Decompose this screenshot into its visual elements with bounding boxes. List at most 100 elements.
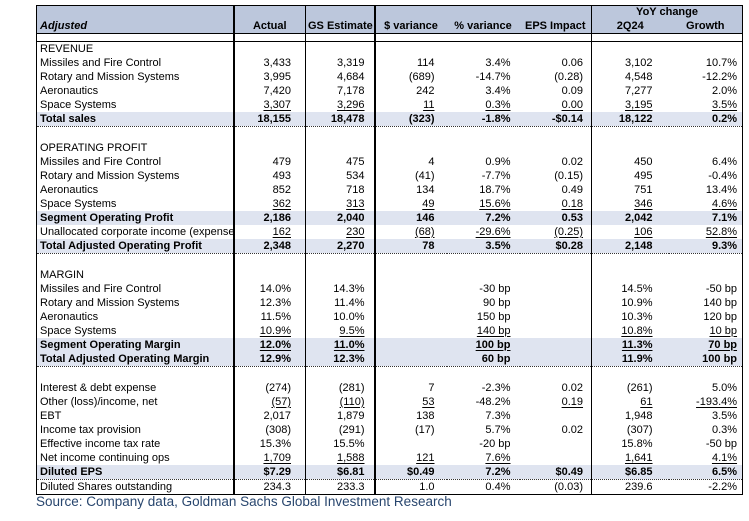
value-cell	[520, 254, 592, 269]
row-label: Interest & debt expense	[40, 381, 157, 394]
value-cell: -30 bp	[479, 282, 511, 295]
spacer-row	[37, 253, 743, 269]
value-cell: (323)	[373, 112, 447, 127]
value-cell: 150 bp	[476, 310, 511, 323]
value-cell: 140 bp	[476, 324, 511, 337]
value-cell: 852	[232, 183, 306, 197]
value-cell	[520, 127, 592, 142]
value-cell: 313	[305, 197, 375, 211]
value-cell: -29.6%	[475, 225, 511, 238]
value-cell: 2,042	[591, 211, 669, 225]
value-cell: 162	[232, 225, 306, 239]
value-cell	[520, 451, 592, 465]
value-cell	[232, 268, 306, 282]
gap-cell	[373, 33, 447, 42]
value-cell: -2.3%	[481, 381, 511, 394]
row-label	[37, 254, 234, 269]
value-cell	[373, 126, 447, 141]
value-cell	[232, 253, 306, 268]
value-cell: 90 bp	[482, 296, 511, 309]
value-cell: 3.5%	[711, 409, 738, 422]
value-cell: 7	[373, 381, 447, 395]
value-cell	[447, 42, 520, 57]
value-cell: -$0.14	[519, 112, 592, 127]
value-cell	[520, 296, 592, 310]
table-row: Missiles and Fire Control 14.0% 14.3% -30 b…	[37, 282, 743, 296]
table-row: Diluted EPS $7.29 $6.81 $0.49 7.2% $0.49 $6.85…	[36, 465, 743, 480]
value-cell: 6.4%	[711, 155, 738, 168]
value-cell: 2,270	[305, 239, 375, 254]
value-cell: (291)	[305, 423, 375, 437]
table-header: YoY change Adjusted Actual GS Estimate $…	[36, 5, 743, 34]
value-cell: 140 bp	[703, 296, 738, 309]
value-cell	[373, 352, 447, 367]
row-label: OPERATING PROFIT	[40, 141, 148, 154]
header-spacer	[36, 5, 234, 19]
row-label: Aeronautics	[40, 84, 99, 97]
value-cell: $0.49	[373, 465, 447, 480]
section-label-row: OPERATING PROFIT	[37, 141, 743, 155]
table-row: Missiles and Fire Control 3,433 3,319 114 3.…	[37, 56, 743, 70]
value-cell: 3,433	[232, 56, 306, 70]
value-cell	[373, 338, 447, 352]
value-cell: 3.5%	[711, 98, 738, 111]
value-cell: 7,420	[232, 84, 306, 98]
row-label: Other (loss)/income, net	[40, 395, 158, 408]
table-row: Net income continuing ops 1,709 1,588 121 7.…	[37, 451, 743, 465]
value-cell: 3.5%	[446, 239, 520, 254]
table-body: REVENUE Missiles and Fire Control 3,433 3,3…	[36, 33, 743, 495]
value-cell: 751	[591, 183, 669, 197]
value-cell: 106	[591, 225, 669, 239]
value-cell	[591, 41, 669, 56]
value-cell	[447, 268, 520, 282]
value-cell	[373, 324, 447, 338]
table-row: Rotary and Mission Systems 493 534 (41) -7.7…	[37, 169, 743, 183]
table-row: Income tax provision (308) (291) (17) 5.7% 0.…	[37, 423, 743, 437]
value-cell: 2,040	[305, 211, 375, 225]
q2-24-header: 2Q24	[591, 19, 669, 34]
value-cell	[373, 310, 447, 324]
value-cell: 0.53	[519, 211, 592, 225]
value-cell: 11.4%	[305, 296, 375, 310]
section-label-row: REVENUE	[37, 41, 743, 57]
table-row: Space Systems 3,307 3,296 11 0.3% 0.00 3,195 3.…	[37, 98, 743, 112]
value-cell: 10.9%	[232, 324, 306, 338]
value-cell: 230	[305, 225, 375, 239]
value-cell	[447, 127, 520, 142]
source-note: Source: Company data, Goldman Sachs Glob…	[36, 494, 452, 509]
value-cell: 5.7%	[485, 423, 511, 436]
value-cell: 18.7%	[479, 183, 511, 196]
table-row: Aeronautics 11.5% 10.0% 150 bp 10.3% 120 bp	[37, 310, 743, 324]
eps-impact-header: EPS Impact	[519, 19, 592, 34]
value-cell: 9.3%	[668, 239, 743, 254]
header-spacer	[305, 5, 375, 19]
value-cell	[520, 42, 592, 57]
value-cell: 121	[373, 451, 447, 465]
value-cell	[669, 141, 743, 155]
value-cell: 2,186	[232, 211, 306, 225]
value-cell: 14.3%	[305, 282, 375, 296]
value-cell: 493	[232, 169, 306, 183]
value-cell: 3,195	[591, 98, 669, 112]
table-row: Effective income tax rate 15.3% 15.5% -20 b…	[37, 437, 743, 451]
row-label: Total Adjusted Operating Margin	[36, 352, 234, 367]
value-cell: 234.3	[232, 479, 306, 495]
table-row: Space Systems 10.9% 9.5% 140 bp 10.8% 10 bp	[37, 324, 743, 338]
value-cell: 100 bp	[446, 338, 520, 352]
value-cell: $7.29	[232, 465, 306, 480]
value-cell: 3,102	[591, 56, 669, 70]
value-cell: 0.4%	[485, 480, 511, 493]
table-row: Rotary and Mission Systems 12.3% 11.4% 90 b…	[37, 296, 743, 310]
actual-header: Actual	[232, 19, 306, 34]
value-cell: 11.3%	[591, 338, 669, 352]
value-cell: 12.3%	[232, 296, 306, 310]
dollar-variance-header: $ variance	[373, 19, 447, 34]
table-row: Total sales 18,155 18,478 (323) -1.8% -$0.14 1…	[36, 112, 743, 127]
row-label: Segment Operating Profit	[36, 211, 234, 225]
value-cell	[305, 268, 375, 282]
value-cell: 11.5%	[232, 310, 306, 324]
row-label: EBT	[40, 409, 62, 422]
value-cell	[669, 254, 743, 269]
row-label: Unallocated corporate income (expenses)	[40, 225, 234, 238]
value-cell: 362	[232, 197, 306, 211]
